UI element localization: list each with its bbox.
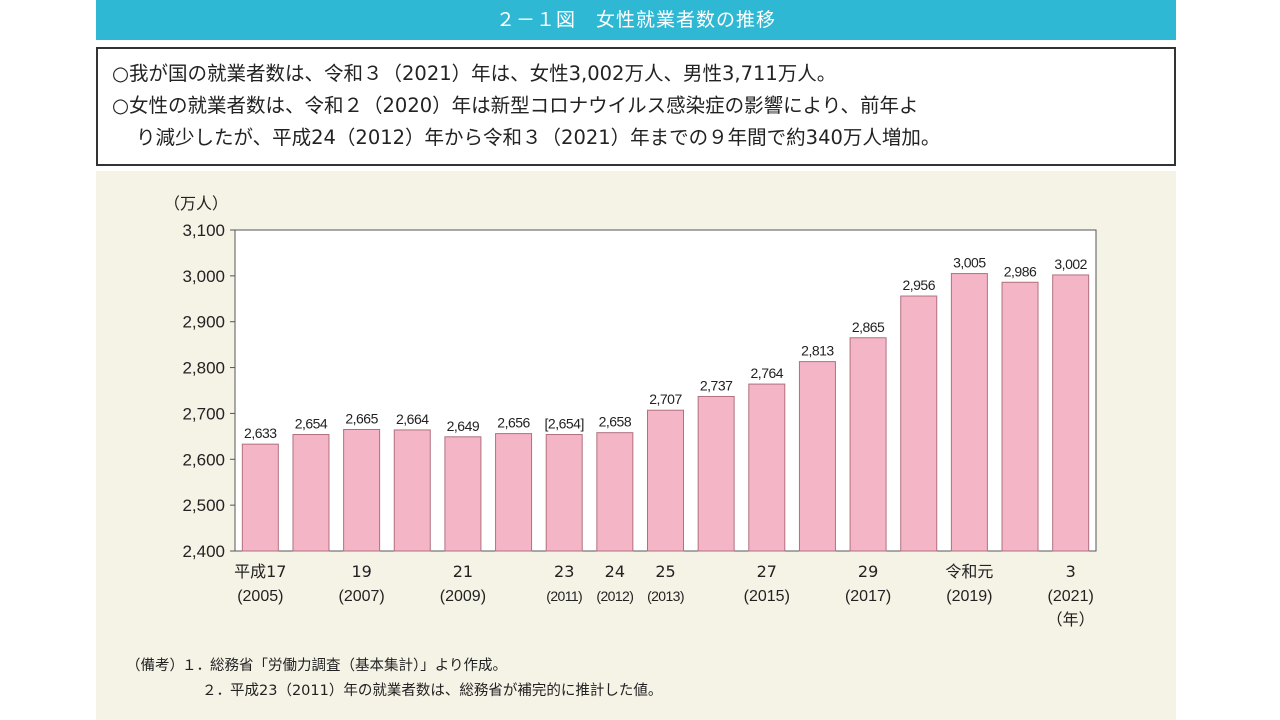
- x-tick-label-year: (2012): [596, 588, 633, 604]
- bar: [849, 337, 887, 552]
- x-axis-unit-label: （年）: [1047, 610, 1095, 629]
- bar-value-label: 2,658: [599, 414, 632, 430]
- y-tick-label: 2,900: [182, 313, 225, 332]
- figure-frame: ２－１図 女性就業者数の推移 ○我が国の就業者数は、令和３（2021）年は、女性…: [96, 0, 1176, 720]
- x-tick-label-era: 29: [858, 562, 878, 581]
- y-tick-label: 2,700: [182, 404, 225, 423]
- bar: [950, 273, 988, 552]
- x-tick-label-year: (2005): [237, 588, 283, 605]
- bar-value-label: 2,764: [751, 365, 784, 381]
- bar-value-label: 3,002: [1054, 256, 1087, 272]
- bar-value-label: 2,865: [852, 319, 885, 335]
- x-tick-label-era: 25: [655, 562, 675, 581]
- x-tick-label-era: 令和元: [945, 562, 993, 581]
- x-tick-label-year: (2017): [845, 588, 891, 605]
- bar: [1001, 281, 1039, 552]
- x-tick-label-year: (2015): [744, 588, 790, 605]
- x-tick-label-year: (2009): [440, 588, 486, 605]
- chart-panel: 2,400 2,500 2,600 2,700 2,800 2,900 3,000 3,100…: [96, 171, 1176, 720]
- notes-label: （備考）: [126, 658, 184, 674]
- bar-value-label: 2,654: [295, 416, 328, 432]
- x-tick-label-year: (2011): [546, 588, 582, 604]
- x-tick-label-era: 3: [1066, 562, 1076, 581]
- bar: [1052, 274, 1090, 552]
- bar: [596, 432, 634, 552]
- summary-box: ○我が国の就業者数は、令和３（2021）年は、女性3,002万人、男性3,711…: [96, 47, 1176, 166]
- bar: [241, 443, 279, 552]
- bar-value-label: 2,665: [345, 410, 378, 426]
- figure-title: ２－１図 女性就業者数の推移: [96, 0, 1176, 40]
- bar-value-label: [2,654]: [545, 416, 584, 432]
- x-tick-label-era: 平成17: [234, 562, 286, 581]
- bar: [393, 429, 431, 552]
- bar-value-label: 2,633: [244, 425, 277, 441]
- bar-value-label: 2,649: [447, 418, 480, 434]
- bar: [697, 395, 735, 552]
- bar-chart: 2,400 2,500 2,600 2,700 2,800 2,900 3,000 3,100…: [164, 194, 1097, 629]
- y-tick-label: 3,000: [182, 267, 225, 286]
- bar-value-label: 2,737: [700, 377, 733, 393]
- y-tick-label: 2,500: [182, 496, 225, 515]
- bar: [900, 295, 938, 552]
- x-tick-label-era: 21: [453, 562, 473, 581]
- bar: [495, 433, 533, 552]
- y-axis-unit-label: （万人）: [164, 194, 228, 213]
- bar-value-label: 2,656: [497, 415, 530, 431]
- y-tick-label: 2,800: [182, 359, 225, 378]
- y-tick-label: 3,100: [182, 221, 225, 240]
- bar: [748, 383, 786, 552]
- bar: [647, 409, 684, 552]
- x-tick-label-era: 19: [351, 562, 371, 581]
- bar-value-label: 2,664: [396, 411, 429, 427]
- y-tick-label: 2,600: [182, 450, 225, 469]
- y-tick-label: 2,400: [182, 542, 225, 561]
- bar-value-label: 3,005: [953, 255, 986, 271]
- bar-value-label: 2,986: [1004, 263, 1037, 279]
- bar: [343, 428, 381, 552]
- bar: [798, 361, 836, 552]
- x-tick-label-era: 24: [605, 562, 625, 581]
- x-tick-label-year: (2019): [946, 588, 992, 605]
- notes: （備考）１．総務省「労働力調査（基本集計）」より作成。 ２．平成23（2011）…: [126, 654, 662, 704]
- note-2-text: 平成23（2011）年の就業者数は、総務省が補完的に推計した値。: [230, 683, 663, 699]
- summary-line-2: ○女性の就業者数は、令和２（2020）年は新型コロナウイルス感染症の影響により、…: [112, 94, 919, 117]
- bar: [545, 434, 583, 552]
- bar: [444, 436, 482, 552]
- x-tick-label-era: 23: [554, 562, 574, 581]
- bar: [292, 434, 330, 552]
- x-tick-label-year: (2013): [647, 588, 684, 604]
- bar-value-label: 2,707: [649, 391, 682, 407]
- note-1-text: 総務省「労働力調査（基本集計）」より作成。: [210, 658, 507, 674]
- x-tick-label-era: 27: [757, 562, 777, 581]
- x-tick-label-year: (2021): [1048, 588, 1094, 605]
- summary-line-1: ○我が国の就業者数は、令和３（2021）年は、女性3,002万人、男性3,711…: [112, 62, 837, 85]
- note-2-number: ２．: [202, 683, 231, 699]
- summary-line-3: り減少したが、平成24（2012）年から令和３（2021）年までの９年間で約34…: [136, 126, 941, 149]
- note-1-number: １．: [182, 658, 211, 674]
- x-tick-label-year: (2007): [338, 588, 384, 605]
- bar-value-label: 2,956: [902, 277, 935, 293]
- bar-value-label: 2,813: [801, 343, 834, 359]
